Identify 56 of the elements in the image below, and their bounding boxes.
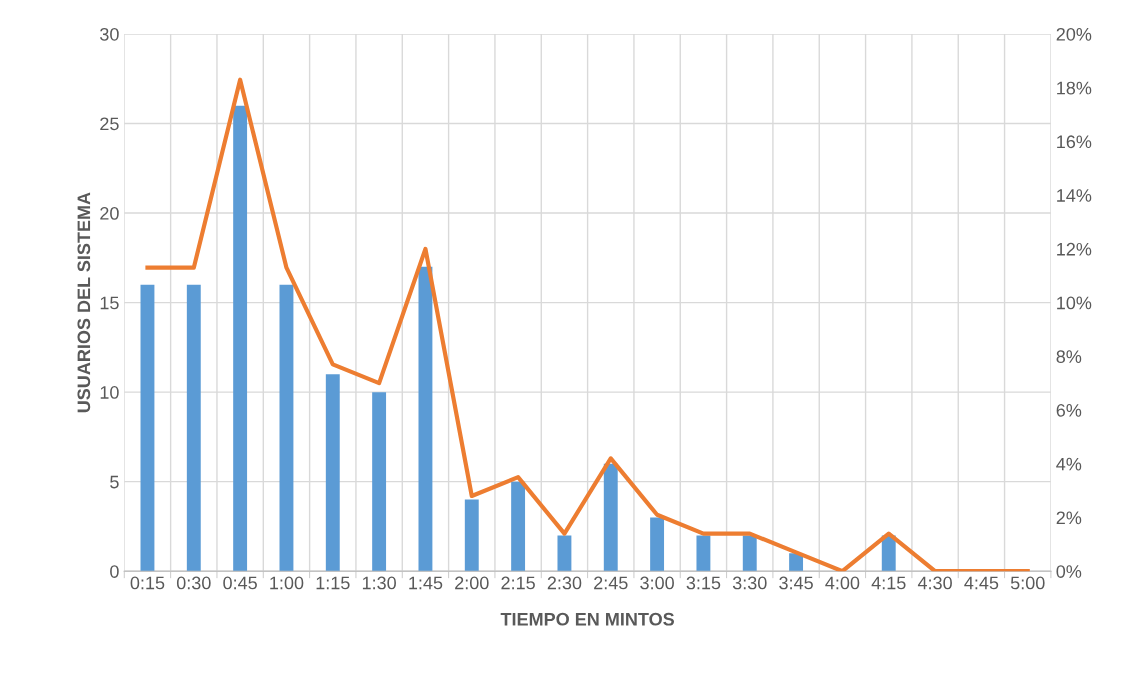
x-tick-label: 1:45 [409, 576, 443, 590]
x-tick-label: 4:45 [964, 576, 999, 590]
bar [650, 517, 665, 572]
line-series [145, 77, 1030, 572]
bar [233, 105, 248, 572]
x-axis-title: TIEMPO EN MINTOS [500, 612, 675, 626]
y-tick-label: 20 [100, 207, 119, 220]
x-tick-label: 3:00 [640, 576, 674, 590]
y2-tick-label: 16% [1057, 135, 1092, 149]
x-tick-label: 3:30 [732, 576, 767, 590]
bar [696, 535, 711, 572]
bar [325, 374, 340, 572]
y-tick-label: 30 [100, 27, 119, 41]
x-tick-label: 5:00 [1010, 576, 1045, 590]
bar [279, 284, 294, 572]
y2-tick-label: 6% [1056, 403, 1082, 417]
x-tick-label: 0:45 [223, 576, 257, 590]
x-tick-label: 2:00 [455, 576, 489, 590]
y2-tick-label: 14% [1057, 189, 1092, 202]
y2-tick-label: 4% [1056, 457, 1082, 471]
y2-tick-label: 20% [1056, 27, 1092, 41]
y2-tick-label: 0% [1056, 565, 1082, 578]
x-tick-label: 4:30 [917, 576, 952, 590]
y2-tick-label: 10% [1057, 296, 1092, 310]
y2-tick-label: 12% [1057, 242, 1092, 256]
x-tick-label: 2:45 [594, 576, 628, 590]
y-tick-label: 0 [110, 565, 119, 578]
bar [511, 481, 526, 572]
y-tick-label: 5 [110, 475, 119, 489]
x-tick-label: 1:15 [316, 576, 350, 590]
bar [186, 284, 201, 572]
y2-tick-label: 8% [1056, 350, 1082, 364]
bar [742, 535, 757, 572]
y-axis-title: USUARIOS DEL SISTEMA [77, 192, 91, 413]
x-tick-label: 1:30 [362, 576, 396, 590]
x-tick-label: 4:00 [825, 576, 860, 590]
x-tick-label: 2:15 [501, 576, 535, 590]
y-tick-label: 10 [100, 386, 119, 399]
x-tick-label: 1:00 [270, 576, 304, 590]
y2-tick-label: 2% [1056, 511, 1082, 525]
x-tick-label: 3:45 [779, 576, 813, 590]
y-tick-label: 15 [100, 296, 119, 310]
x-tick-label: 0:30 [176, 576, 211, 590]
bar [603, 463, 618, 572]
x-tick-label: 4:15 [871, 576, 906, 590]
x-tick-label: 3:15 [686, 576, 721, 590]
bar [789, 553, 804, 572]
bar [464, 499, 479, 572]
y-tick-label: 25 [100, 117, 119, 131]
bar [418, 266, 433, 572]
bar [557, 535, 572, 572]
x-tick-label: 0:15 [130, 576, 165, 590]
y2-tick-label: 18% [1057, 81, 1092, 95]
x-tick-label: 2:30 [547, 576, 582, 590]
bar [140, 284, 155, 572]
bar [372, 392, 387, 572]
